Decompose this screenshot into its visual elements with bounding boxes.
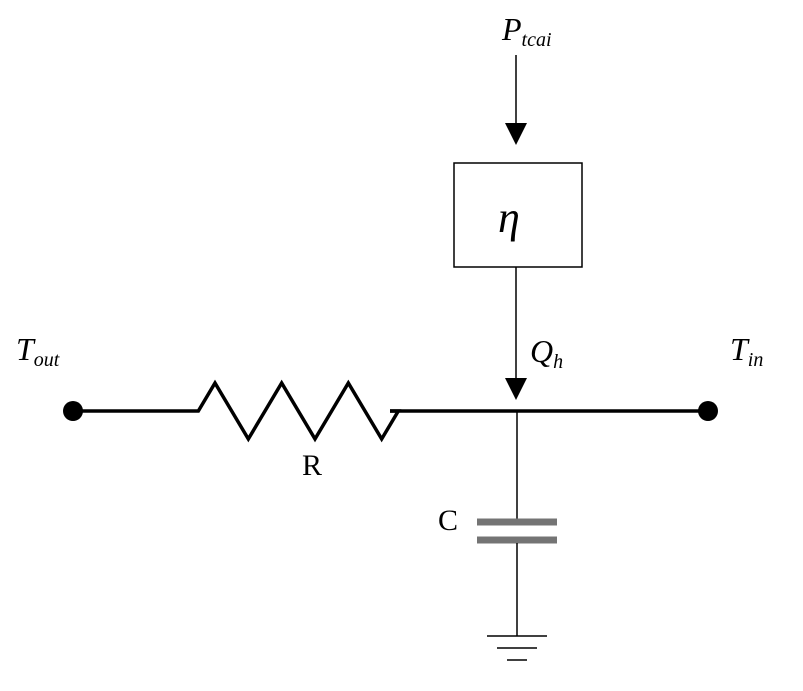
node-tout	[63, 401, 83, 421]
label-qh: Qh	[530, 333, 563, 373]
resistor	[190, 383, 398, 439]
thermal-circuit-diagram: Ptcai Qh Tout Tin η R C	[0, 0, 803, 691]
label-c: C	[438, 504, 458, 537]
label-tout: Tout	[16, 331, 60, 371]
label-r: R	[302, 449, 322, 482]
node-tin	[698, 401, 718, 421]
label-eta: η	[498, 193, 520, 242]
label-tin: Tin	[730, 331, 763, 371]
label-p-tcai: Ptcai	[501, 11, 552, 51]
